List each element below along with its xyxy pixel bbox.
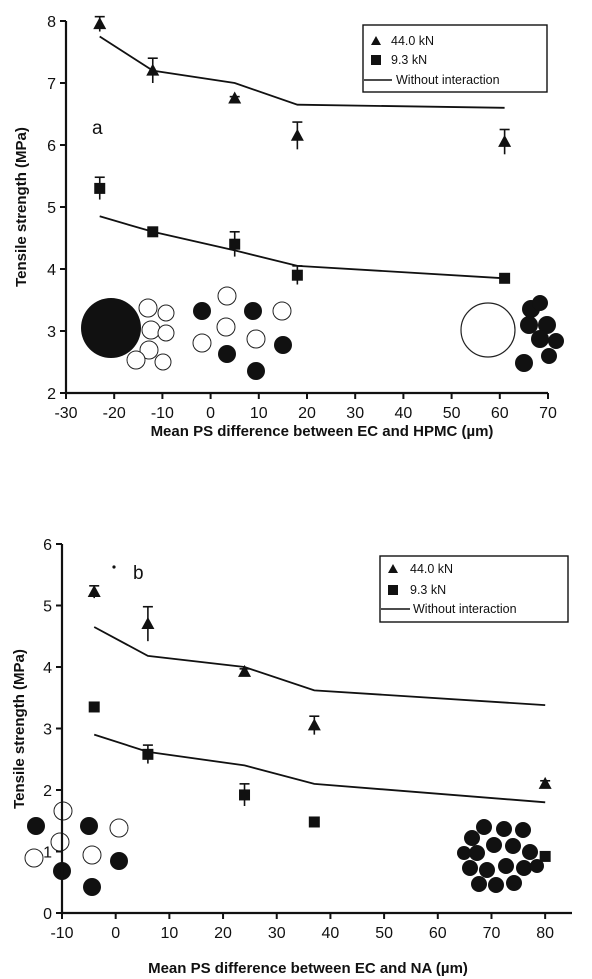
panel-b-legend: 44.0 kN 9.3 kN Without interaction (379, 555, 569, 623)
panel-b-x-axis-title: Mean PS difference between EC and NA (µm… (148, 960, 468, 977)
data-point-44kn (538, 776, 552, 789)
y-tick-label: 5 (47, 200, 56, 217)
panel-b-label: b (133, 563, 144, 584)
data-point-44kn (290, 128, 304, 141)
x-tick-label: -30 (54, 405, 77, 422)
data-point-44kn (93, 17, 107, 30)
y-tick-label: 8 (47, 14, 56, 31)
y-tick-label: 3 (47, 324, 56, 341)
x-tick-label: 40 (322, 925, 340, 942)
without-interaction-line (93, 733, 546, 804)
panel-a-label: a (92, 118, 103, 139)
x-tick-label: 60 (491, 405, 509, 422)
x-tick-label: 60 (429, 925, 447, 942)
panel-a-particle-illustration (81, 286, 564, 380)
legend-label-without-interaction: Without interaction (413, 602, 517, 616)
y-tick-label: 4 (43, 660, 52, 677)
legend-label-without-interaction: Without interaction (396, 73, 500, 87)
x-tick-label: 20 (298, 405, 316, 422)
panel-b-label-dot (112, 565, 116, 569)
data-point-9kn (147, 226, 159, 238)
x-tick-label: -10 (151, 405, 174, 422)
x-tick-label: 70 (539, 405, 557, 422)
y-tick-label: 2 (43, 783, 52, 800)
x-tick-label: 30 (268, 925, 286, 942)
y-tick-label: 3 (43, 722, 52, 739)
chart-panel-b: 0 1 2 3 4 5 6 -10 0 10 20 30 40 50 60 70 80 44.0 kN 9.3 … (11, 537, 572, 977)
x-tick-label: 50 (375, 925, 393, 942)
data-point-9kn (239, 789, 251, 801)
panel-a-y-axis-title: Tensile strength (MPa) (13, 127, 30, 287)
without-interaction-line (99, 35, 505, 109)
data-point-44kn (498, 134, 512, 147)
panel-b-particle-illustration (24, 801, 544, 896)
data-point-9kn (94, 182, 106, 194)
data-point-44kn (238, 664, 252, 677)
x-tick-label: -10 (50, 925, 73, 942)
x-tick-label: 30 (346, 405, 364, 422)
x-tick-label: 50 (443, 405, 461, 422)
data-point-9kn (88, 701, 100, 713)
x-tick-label: 80 (536, 925, 554, 942)
data-point-44kn (228, 91, 242, 104)
y-tick-label: 0 (43, 906, 52, 923)
x-tick-label: 20 (214, 925, 232, 942)
panel-a-legend: 44.0 kN 9.3 kN Without interaction (362, 24, 548, 93)
data-point-44kn (87, 584, 101, 597)
data-point-9kn (499, 272, 511, 284)
legend-square-marker (371, 55, 381, 65)
data-point-9kn (229, 238, 241, 250)
data-point-9kn (142, 748, 154, 760)
legend-label-9kn: 9.3 kN (391, 53, 427, 67)
panel-b-y-axis-title: Tensile strength (MPa) (11, 649, 28, 809)
x-tick-label: 0 (206, 405, 215, 422)
data-point-9kn (291, 269, 303, 281)
legend-label-44kn: 44.0 kN (391, 34, 434, 48)
y-tick-label: 7 (47, 76, 56, 93)
x-tick-label: 10 (250, 405, 268, 422)
data-point-44kn (146, 63, 160, 76)
y-tick-label: 2 (47, 386, 56, 403)
x-tick-label: 10 (160, 925, 178, 942)
data-point-44kn (141, 616, 155, 629)
x-tick-label: 0 (111, 925, 120, 942)
panel-a-x-axis-title: Mean PS difference between EC and HPMC (… (151, 423, 494, 440)
data-point-9kn (308, 816, 320, 828)
x-tick-label: 40 (395, 405, 413, 422)
y-tick-label: 1 (43, 845, 52, 862)
legend-triangle-marker (388, 564, 398, 573)
y-tick-label: 5 (43, 599, 52, 616)
legend-label-44kn: 44.0 kN (410, 562, 453, 576)
data-point-44kn (307, 718, 321, 731)
y-tick-label: 6 (47, 138, 56, 155)
x-tick-label: -20 (103, 405, 126, 422)
legend-triangle-marker (371, 36, 381, 45)
x-tick-label: 70 (483, 925, 501, 942)
y-tick-label: 6 (43, 537, 52, 554)
legend-label-9kn: 9.3 kN (410, 583, 446, 597)
chart-panel-a: 2 3 4 5 6 7 8 -30 -20 -10 0 10 20 30 40 50 60 70 44.0 kN … (13, 14, 564, 440)
data-point-9kn (539, 850, 551, 862)
y-tick-label: 4 (47, 262, 56, 279)
legend-square-marker (388, 585, 398, 595)
